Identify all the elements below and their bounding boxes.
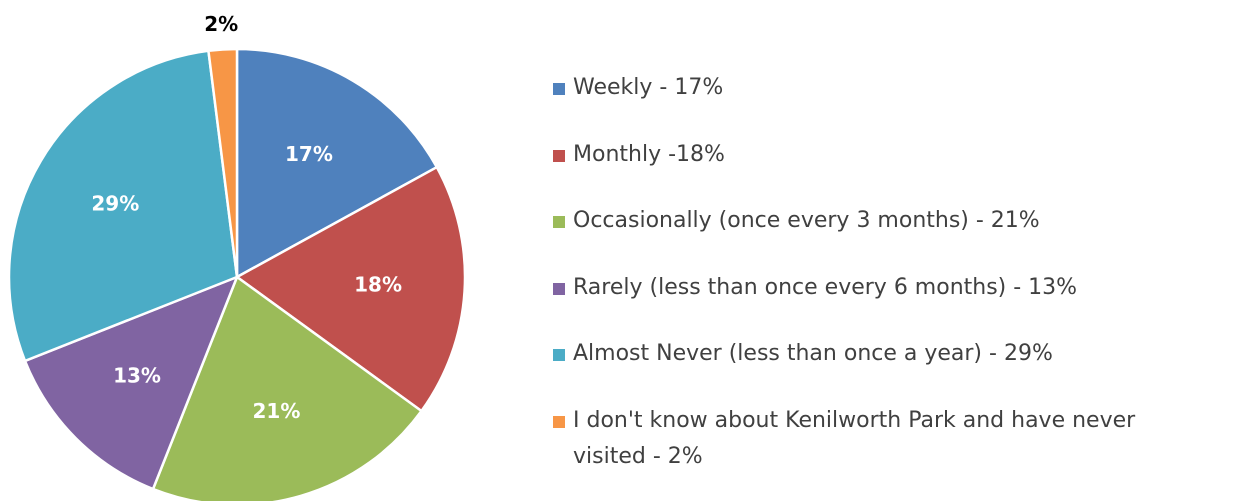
data-label: 17%	[285, 142, 333, 166]
legend-label: Monthly -18%	[573, 141, 725, 167]
pie-slice	[7, 49, 239, 363]
pie-slice	[23, 274, 240, 491]
data-label: 21%	[253, 399, 301, 423]
legend-swatch	[553, 415, 565, 428]
data-label: 18%	[354, 272, 402, 296]
data-label: 13%	[113, 363, 161, 387]
data-label: 29%	[91, 192, 139, 216]
legend-item: Monthly -18%	[553, 137, 1193, 204]
legend-item: Rarely (less than once every 6 months) -…	[553, 270, 1193, 337]
legend-label: Rarely (less than once every 6 months) -…	[573, 274, 1078, 300]
legend: Weekly - 17% Monthly -18% Occasionally (on…	[553, 70, 1193, 469]
pie-slice	[207, 47, 239, 278]
legend-label: I don't know about Kenilworth Park and h…	[573, 407, 1136, 469]
legend-swatch	[553, 83, 565, 95]
data-label: 2%	[204, 12, 238, 36]
legend-item: Almost Never (less than once a year) - 2…	[553, 336, 1193, 403]
legend-swatch	[553, 216, 565, 228]
pie-slice	[235, 47, 439, 280]
legend-label: Weekly - 17%	[573, 75, 724, 100]
pie-slice	[234, 165, 467, 413]
legend-swatch	[553, 349, 565, 361]
chart: 17% 18% 21% 13% 29% 2%	[7, 12, 467, 501]
legend-item: Occasionally (once every 3 months) - 21%	[553, 203, 1193, 270]
pie-slice	[151, 275, 424, 501]
legend-item: Weekly - 17%	[553, 70, 1193, 137]
legend-label: Almost Never (less than once a year) - 2…	[573, 341, 1053, 366]
legend-item: I don't know about Kenilworth Park and h…	[553, 403, 1193, 470]
legend-swatch	[553, 149, 565, 162]
legend-swatch	[553, 282, 565, 295]
legend-label: Occasionally (once every 3 months) - 21%	[573, 208, 1040, 233]
